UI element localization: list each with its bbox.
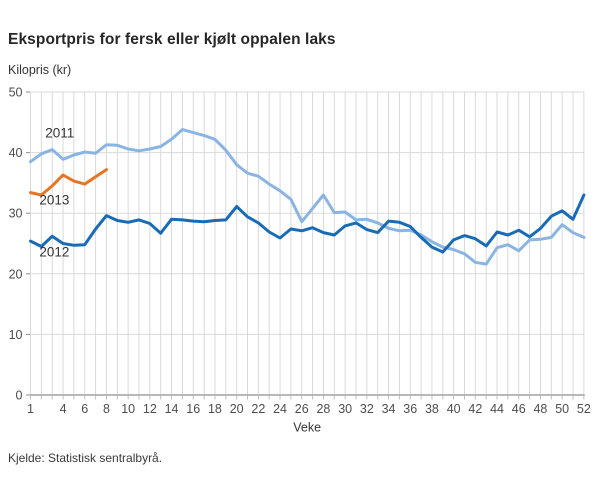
y-axis-title: Kilopris (kr) [8,63,72,77]
series-label-2011: 2011 [45,126,74,141]
x-tick-label: 26 [295,402,309,416]
x-tick-label: 36 [403,402,417,416]
series-line-2011 [29,128,586,266]
x-tick-label: 14 [165,402,179,416]
y-tick-label: 40 [9,146,23,160]
y-tick-label: 50 [9,86,23,100]
y-tick-label: 0 [16,389,23,403]
x-tick-label: 10 [121,402,135,416]
x-tick-label: 28 [316,402,330,416]
x-tick-label: 20 [230,402,244,416]
chart-title: Eksportpris for fersk eller kjølt oppale… [8,31,336,48]
x-tick-label: 30 [338,402,352,416]
x-tick-label: 22 [251,402,265,416]
x-tick-label: 50 [555,402,569,416]
x-tick-label: 1 [27,402,34,416]
x-tick-label: 12 [143,402,157,416]
series-line-2012 [29,193,586,254]
x-tick-label: 42 [468,402,482,416]
x-tick-label: 34 [382,402,396,416]
x-tick-label: 46 [512,402,526,416]
x-tick-label: 18 [208,402,222,416]
series-line-2013 [29,168,108,197]
source-note: Kjelde: Statistisk sentralbyrå. [8,451,163,465]
x-tick-label: 52 [577,402,591,416]
x-tick-label: 32 [360,402,374,416]
series-label-2013: 2013 [39,192,69,207]
x-tick-label: 24 [273,402,287,416]
x-tick-label: 8 [103,402,110,416]
y-tick-label: 30 [9,207,23,221]
x-tick-label: 6 [81,402,88,416]
x-tick-label: 44 [490,402,504,416]
y-tick-label: 20 [9,267,23,281]
y-tick-label: 10 [9,328,23,342]
x-tick-label: 38 [425,402,439,416]
x-tick-label: 16 [186,402,200,416]
series-label-2012: 2012 [39,244,69,259]
x-axis-title: Veke [293,421,321,435]
x-tick-label: 48 [533,402,547,416]
x-tick-label: 4 [60,402,67,416]
x-tick-label: 40 [447,402,461,416]
